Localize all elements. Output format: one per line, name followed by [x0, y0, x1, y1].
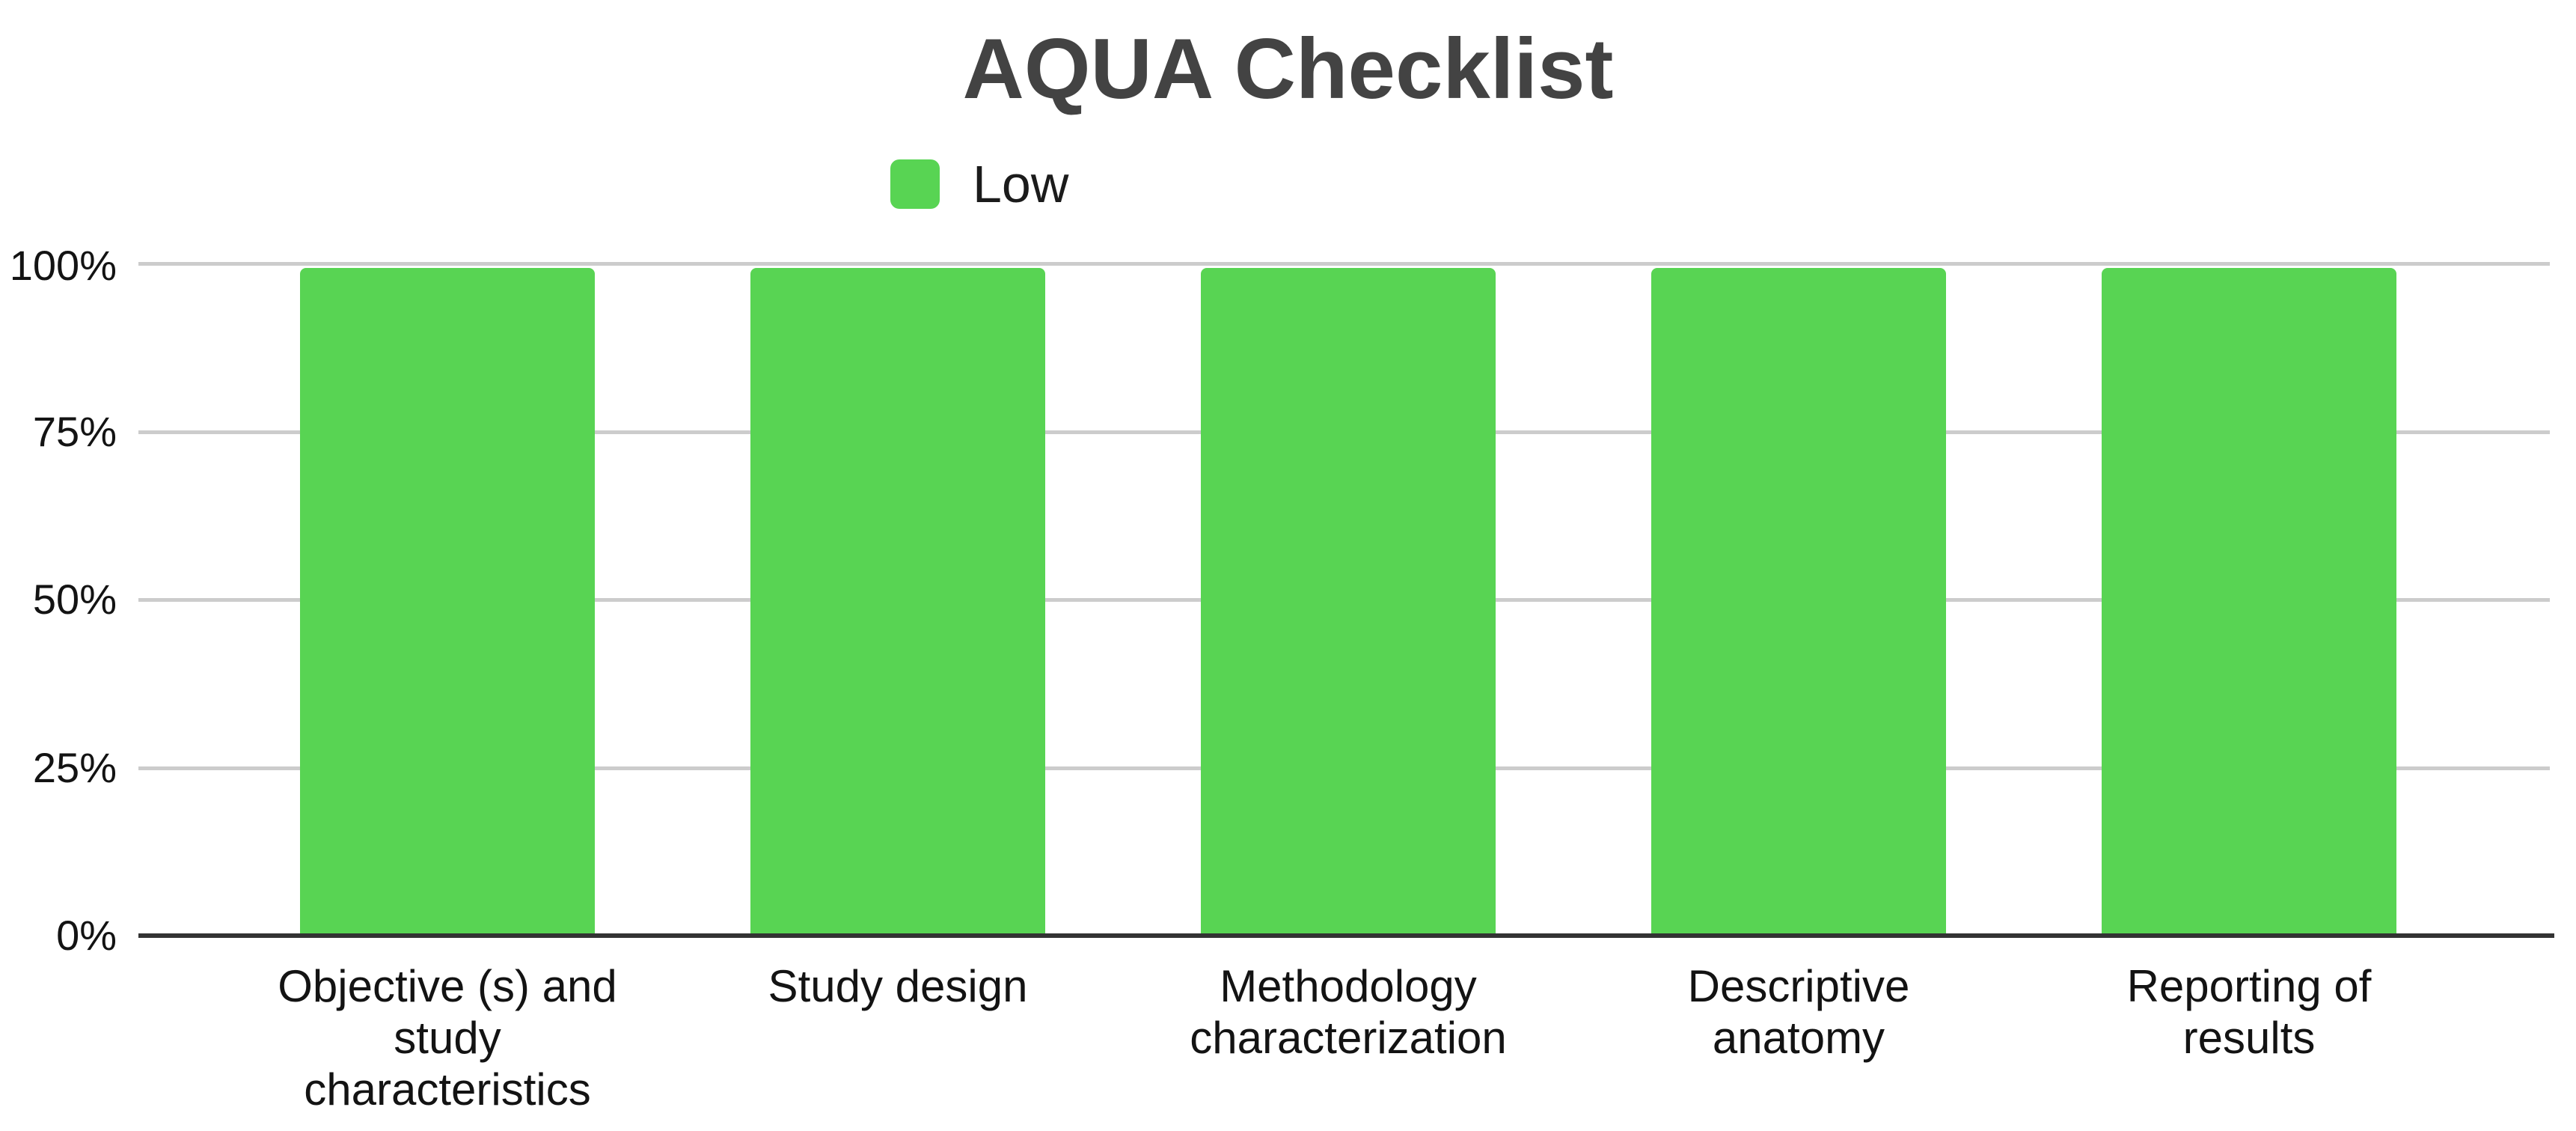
bar-slot: [2024, 263, 2474, 936]
x-category-label: Descriptive anatomy: [1687, 961, 1910, 1063]
legend-swatch: [890, 159, 940, 209]
y-tick-label-25: 25%: [32, 744, 117, 791]
bar: [750, 268, 1045, 936]
x-category-label: Methodology characterization: [1190, 961, 1507, 1063]
gridline-100: [138, 262, 2550, 266]
y-tick-label-0: 0%: [56, 912, 117, 959]
bar: [300, 268, 595, 936]
y-tick-label-100: 100%: [9, 242, 117, 289]
x-axis-labels: Objective (s) and study characteristics …: [222, 960, 2474, 1115]
plot-area: [138, 262, 2554, 938]
x-label-slot: Reporting of results: [2024, 960, 2474, 1115]
x-label-slot: Objective (s) and study characteristics: [222, 960, 673, 1115]
bar-slot: [673, 263, 1123, 936]
x-category-label: Objective (s) and study characteristics: [278, 961, 617, 1115]
legend-label: Low: [973, 155, 1069, 213]
x-label-slot: Descriptive anatomy: [1573, 960, 2024, 1115]
x-label-slot: Study design: [673, 960, 1123, 1115]
x-label-slot: Methodology characterization: [1123, 960, 1573, 1115]
y-tick-label-75: 75%: [32, 408, 117, 455]
x-category-label: Reporting of results: [2126, 961, 2372, 1063]
x-axis-line: [138, 933, 2554, 938]
legend: Low: [890, 158, 1068, 210]
bar-slot: [222, 263, 673, 936]
chart-title: AQUA Checklist: [962, 22, 1614, 117]
bar-slot: [1573, 263, 2024, 936]
bar: [1201, 268, 1496, 936]
bar: [1651, 268, 1946, 936]
y-tick-label-50: 50%: [32, 576, 117, 623]
bar-slot: [1123, 263, 1573, 936]
x-category-label: Study design: [768, 961, 1028, 1011]
bar: [2102, 268, 2396, 936]
bars-row: [222, 263, 2474, 936]
